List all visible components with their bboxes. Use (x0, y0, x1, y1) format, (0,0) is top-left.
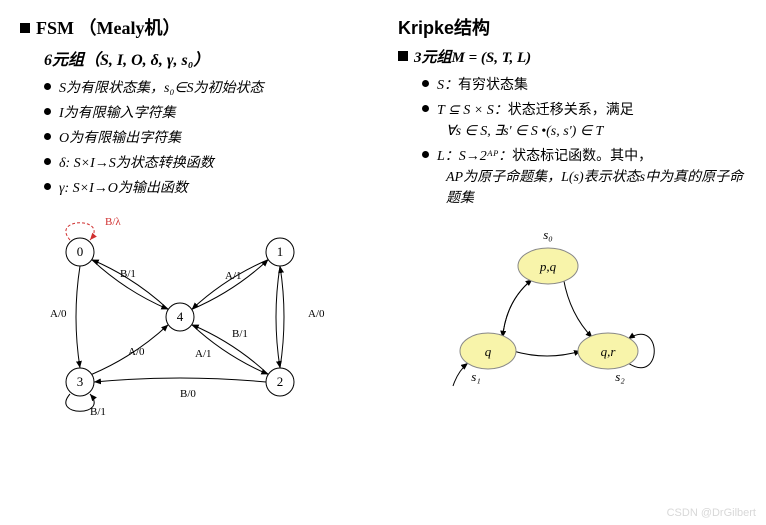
svg-text:1: 1 (277, 244, 284, 259)
fsm-bullet: δ: S×I→S为状态转换函数 (20, 153, 368, 174)
fsm-tuple: 6元组（S, I, O, δ, γ, s₀） (44, 46, 368, 70)
svg-text:0: 0 (77, 244, 84, 259)
svg-text:p,q: p,q (539, 259, 557, 274)
fsm-bullets: S为有限状态集，s₀∈S为初始状态 I为有限输入字符集 O为有限输出字符集 δ:… (20, 78, 368, 199)
svg-text:q: q (485, 344, 492, 359)
kripke-bullet: T ⊆ S × S：状态迁移关系，满足 ∀s ∈ S, ∃s' ∈ S •(s,… (398, 100, 746, 142)
svg-text:q,r: q,r (601, 344, 617, 359)
fsm-title: FSM （Mealy机） (20, 14, 368, 40)
svg-text:A/1: A/1 (225, 270, 242, 282)
fsm-bullet: I为有限输入字符集 (20, 103, 368, 124)
kripke-bullet-tail: ∀s ∈ S, ∃s' ∈ S •(s, s') ∈ T (446, 121, 746, 142)
svg-text:A/1: A/1 (195, 348, 212, 360)
kripke-diagram: p,q s₀ q s₁ q,r s₂ (398, 221, 698, 401)
fsm-bullet: O为有限输出字符集 (20, 128, 368, 149)
svg-text:A/0: A/0 (50, 308, 67, 320)
kripke-bullet: S：有穷状态集 (398, 75, 746, 96)
svg-text:B/1: B/1 (90, 406, 106, 418)
svg-text:B/0: B/0 (180, 388, 196, 400)
fsm-column: FSM （Mealy机） 6元组（S, I, O, δ, γ, s₀） S为有限… (20, 10, 368, 422)
watermark: CSDN @DrGilbert (667, 507, 756, 519)
fsm-bullet: S为有限状态集，s₀∈S为初始状态 (20, 78, 368, 99)
svg-text:2: 2 (277, 374, 284, 389)
svg-text:s₁: s₁ (471, 369, 481, 384)
svg-text:s₀: s₀ (543, 227, 553, 242)
svg-text:s₂: s₂ (615, 369, 625, 384)
svg-text:B/λ: B/λ (105, 216, 121, 228)
svg-text:B/1: B/1 (232, 328, 248, 340)
svg-text:3: 3 (77, 374, 84, 389)
fsm-diagram: B/1A/1B/1A/1A/0A/0A/0B/0B/λB/1 01234 (20, 207, 350, 422)
svg-text:A/0: A/0 (308, 308, 325, 320)
kripke-bullet-tail: AP为原子命题集，L(s)表示状态s中为真的原子命题集 (446, 167, 746, 209)
fsm-bullet: γ: S×I→O为输出函数 (20, 178, 368, 199)
svg-text:4: 4 (177, 309, 184, 324)
kripke-title: Kripke结构 (398, 14, 746, 40)
kripke-bullet: L：S→2ᴬᴾ：状态标记函数。其中， AP为原子命题集，L(s)表示状态s中为真… (398, 146, 746, 209)
svg-text:A/0: A/0 (128, 346, 145, 358)
kripke-tuple: 3元组M = (S, T, L) (398, 46, 746, 67)
kripke-bullets: S：有穷状态集 T ⊆ S × S：状态迁移关系，满足 ∀s ∈ S, ∃s' … (398, 75, 746, 209)
kripke-column: Kripke结构 3元组M = (S, T, L) S：有穷状态集 T ⊆ S … (398, 10, 746, 422)
